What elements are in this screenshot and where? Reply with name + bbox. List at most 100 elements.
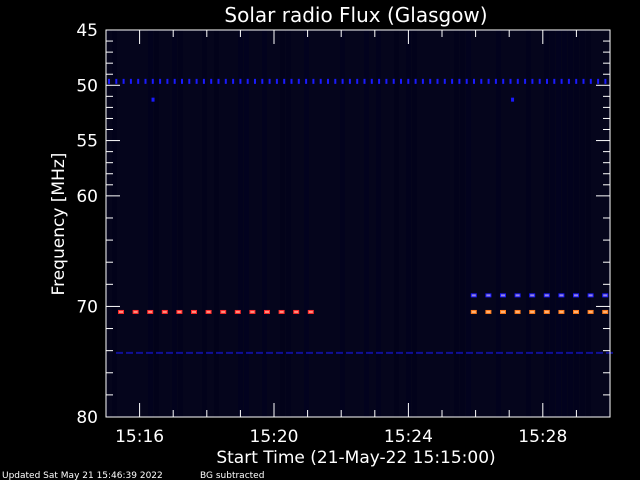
band-dot	[283, 78, 286, 84]
band-dash-core	[133, 310, 138, 313]
band-faint-dash	[266, 351, 273, 354]
band-dot	[115, 78, 118, 84]
band-dot	[516, 78, 519, 84]
band-dot	[151, 78, 154, 84]
band-dot	[224, 78, 227, 84]
band-faint-dash	[586, 351, 593, 354]
band-dot	[129, 78, 132, 84]
noise-column	[460, 30, 465, 417]
noise-column	[154, 30, 159, 417]
band-dot	[173, 78, 176, 84]
band-dot	[275, 78, 278, 84]
y-tick-label: 70	[76, 297, 98, 317]
band-dot	[232, 78, 235, 84]
band-dot	[144, 78, 147, 84]
band-dot	[546, 78, 548, 84]
band-faint-dash	[346, 351, 353, 354]
y-tick-label: 55	[76, 132, 98, 152]
band-dash-core	[588, 294, 593, 297]
band-dot	[465, 78, 468, 84]
band-dash-core	[530, 294, 535, 297]
band-dot	[319, 78, 322, 84]
noise-column	[304, 30, 309, 417]
emission-spot	[511, 97, 515, 102]
plot-frame	[105, 29, 611, 418]
band-faint-dash	[146, 351, 153, 354]
band-dot	[378, 78, 381, 84]
x-axis-label: Start Time (21-May-22 15:15:00)	[216, 448, 495, 468]
band-dot	[524, 78, 527, 84]
band-faint-dash	[276, 351, 283, 354]
band-dash-core	[192, 310, 196, 313]
band-dot	[122, 78, 125, 84]
band-dot	[348, 78, 351, 84]
band-dot	[597, 78, 600, 84]
band-faint-dash	[406, 351, 413, 354]
band-dot	[217, 78, 220, 84]
noise-column	[544, 30, 549, 417]
band-faint-dash	[326, 351, 333, 354]
band-faint-dash	[466, 351, 473, 354]
x-tick-label: 15:16	[115, 427, 164, 447]
band-dash-core	[148, 310, 153, 313]
emission-band	[116, 351, 613, 354]
band-dot	[261, 78, 264, 84]
band-faint-dash	[236, 351, 243, 354]
noise-column	[454, 30, 459, 417]
band-faint-dash	[356, 351, 363, 354]
band-faint-dash	[216, 351, 223, 354]
band-dash-core	[265, 310, 269, 313]
band-faint-dash	[436, 351, 443, 354]
band-faint-dash	[386, 351, 393, 354]
band-dash-core	[177, 310, 182, 313]
emission-band	[108, 78, 607, 84]
y-axis-ticks: 45 50 55 60 70 80	[76, 21, 610, 428]
band-dot	[567, 78, 570, 84]
band-faint-dash	[286, 351, 293, 354]
noise-column	[376, 30, 381, 417]
band-dot	[487, 78, 490, 84]
y-tick-label: 60	[76, 187, 98, 207]
noise-column	[178, 30, 183, 417]
band-faint-dash	[446, 351, 453, 354]
band-dot	[553, 78, 556, 84]
band-dot	[538, 78, 541, 84]
band-dash-core	[559, 310, 564, 313]
band-dot	[502, 78, 505, 84]
band-dash-core	[119, 310, 123, 313]
band-dash-core	[530, 310, 535, 313]
band-dot	[341, 78, 344, 84]
band-faint-dash	[126, 351, 133, 354]
emission-spot	[151, 97, 155, 102]
noise-column	[412, 30, 417, 417]
band-dot	[589, 78, 592, 84]
band-faint-dash	[376, 351, 383, 354]
band-faint-dash	[246, 351, 253, 354]
emission-band	[118, 309, 314, 314]
noise-column	[586, 30, 591, 417]
band-dot	[575, 78, 578, 84]
band-faint-dash	[136, 351, 143, 354]
band-faint-dash	[256, 351, 263, 354]
band-dot	[560, 78, 563, 84]
band-dot	[407, 78, 410, 84]
noise-column	[580, 30, 585, 417]
band-faint-dash	[366, 351, 373, 354]
band-dot	[137, 78, 140, 84]
band-dash-core	[515, 294, 520, 297]
band-dot	[604, 78, 607, 84]
band-faint-dash	[416, 351, 423, 354]
band-dash-core	[501, 294, 505, 297]
noise-column	[526, 30, 531, 417]
noise-column	[550, 30, 555, 417]
band-dot	[239, 78, 242, 84]
x-tick-label: 15:24	[384, 427, 433, 447]
band-faint-dash	[426, 351, 433, 354]
y-tick-label: 50	[76, 76, 98, 96]
noise-column	[244, 30, 249, 417]
band-dot	[166, 78, 169, 84]
band-dot	[531, 78, 534, 84]
noise-column	[202, 30, 207, 417]
x-tick-label: 15:28	[518, 427, 567, 447]
band-dot	[290, 78, 293, 84]
